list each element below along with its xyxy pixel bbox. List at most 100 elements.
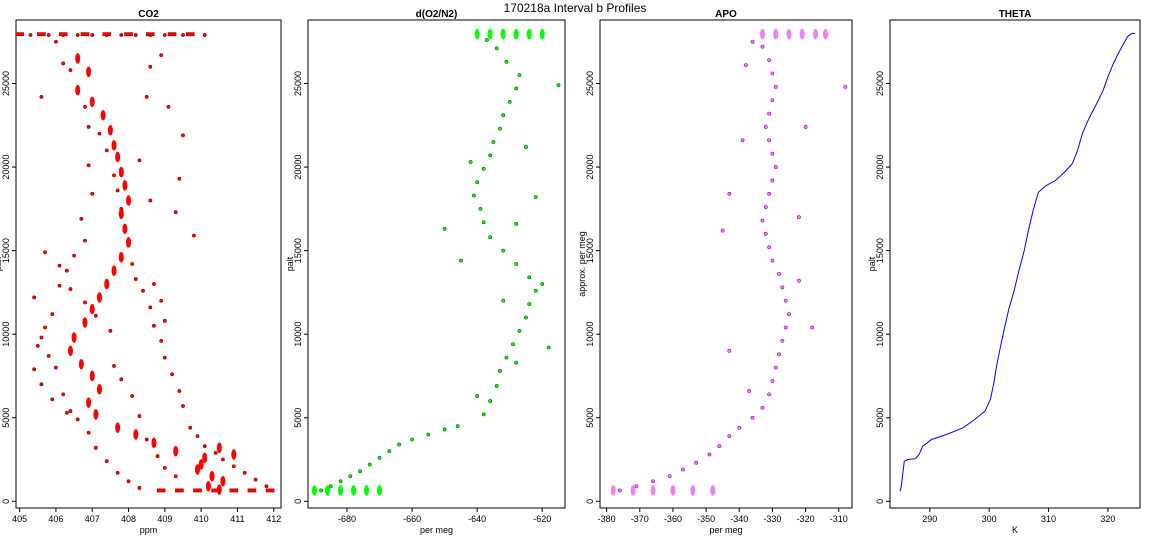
data-point xyxy=(137,486,142,490)
plot-frame xyxy=(15,19,282,509)
x-axis-label: per meg xyxy=(709,525,742,535)
panel-3: APO -380 -370 -360 -350 -340 -330 -320 -310 0 5000… xyxy=(577,9,853,535)
data-point xyxy=(485,38,489,42)
data-point xyxy=(498,126,502,131)
data-point xyxy=(319,488,323,493)
data-point xyxy=(83,300,87,305)
data-point-band xyxy=(37,32,46,37)
data-point xyxy=(162,465,167,470)
data-point-cluster xyxy=(759,28,765,40)
data-layer xyxy=(899,32,1136,492)
data-point-cluster xyxy=(151,437,157,449)
y-tick-label: 25000 xyxy=(875,71,885,96)
data-point xyxy=(737,425,742,430)
y-tick-label: 15000 xyxy=(875,238,885,263)
x-tick-label: 412 xyxy=(266,514,281,524)
data-point xyxy=(767,245,772,250)
data-point-cluster xyxy=(89,370,95,382)
x-tick-label: -320 xyxy=(797,514,815,524)
data-point-cluster xyxy=(195,464,201,475)
data-point xyxy=(130,394,135,398)
data-point xyxy=(97,131,102,136)
data-point xyxy=(767,138,772,143)
x-tick-label: -310 xyxy=(830,514,848,524)
data-point-cluster xyxy=(822,28,828,40)
data-point-cluster xyxy=(96,292,102,303)
data-point xyxy=(747,389,752,393)
data-point xyxy=(770,98,775,103)
data-point-cluster xyxy=(216,442,222,454)
data-point xyxy=(126,479,131,484)
data-point xyxy=(144,94,149,99)
data-point-band xyxy=(102,32,112,37)
x-tick-label: -640 xyxy=(468,514,486,524)
data-point xyxy=(148,64,153,69)
data-point xyxy=(90,191,95,196)
data-point xyxy=(166,105,171,109)
data-point xyxy=(159,298,164,303)
data-point xyxy=(720,228,725,233)
data-point xyxy=(377,455,382,460)
x-tick-label: 300 xyxy=(982,514,997,524)
x-tick-label: 320 xyxy=(1100,514,1115,524)
data-point xyxy=(458,258,463,263)
data-point xyxy=(191,233,196,238)
data-point xyxy=(119,33,124,37)
data-point xyxy=(504,59,509,64)
data-point xyxy=(481,220,486,225)
data-point-cluster xyxy=(773,28,779,40)
x-axis-label: ppm xyxy=(140,525,158,535)
data-point xyxy=(61,61,66,66)
data-point xyxy=(39,382,44,387)
data-point-band xyxy=(124,32,133,37)
y-tick-label: 10000 xyxy=(875,322,885,347)
data-point-cluster xyxy=(126,236,132,248)
x-tick-label: 290 xyxy=(922,514,937,524)
data-point xyxy=(93,313,98,318)
data-point xyxy=(770,151,775,156)
data-point-band xyxy=(167,32,177,37)
data-point xyxy=(35,343,40,348)
data-point xyxy=(170,372,174,377)
data-point xyxy=(777,352,781,357)
data-point xyxy=(810,325,815,330)
plot-frame xyxy=(889,19,1141,509)
data-point xyxy=(68,409,73,413)
data-point xyxy=(501,248,506,253)
data-point xyxy=(64,410,69,415)
y-tick-label: 15000 xyxy=(1,238,11,263)
data-point xyxy=(750,415,755,420)
x-tick-label: 409 xyxy=(157,514,172,524)
data-point xyxy=(760,405,765,410)
data-point-band xyxy=(175,488,184,493)
x-tick-label: 406 xyxy=(48,514,63,524)
data-point xyxy=(780,285,785,290)
data-point xyxy=(231,464,236,469)
data-point xyxy=(797,278,801,283)
data-point xyxy=(651,479,655,484)
x-axis-label: per meg xyxy=(420,525,453,535)
x-tick-label: -680 xyxy=(338,514,356,524)
data-point-band xyxy=(80,32,90,37)
data-point xyxy=(28,33,33,37)
data-point-cluster xyxy=(67,345,73,357)
panel-2: d(O2/N2) -680 -660 -640 -620 0 5000 10000 15000 2… xyxy=(285,9,566,535)
data-point xyxy=(556,83,561,88)
theta-profile-line xyxy=(899,32,1136,492)
data-point xyxy=(108,328,113,333)
x-tick-label: 411 xyxy=(230,514,244,524)
data-point xyxy=(46,33,51,37)
data-point xyxy=(727,191,732,196)
data-point xyxy=(763,125,768,129)
y-tick-label: 0 xyxy=(875,499,885,504)
data-point xyxy=(159,338,164,343)
data-point xyxy=(511,342,515,347)
data-point-band xyxy=(16,32,24,37)
plot-frame xyxy=(599,19,853,509)
data-point xyxy=(253,477,258,482)
data-point-band xyxy=(185,32,195,37)
data-point xyxy=(773,365,778,370)
data-point-cluster xyxy=(118,208,124,220)
